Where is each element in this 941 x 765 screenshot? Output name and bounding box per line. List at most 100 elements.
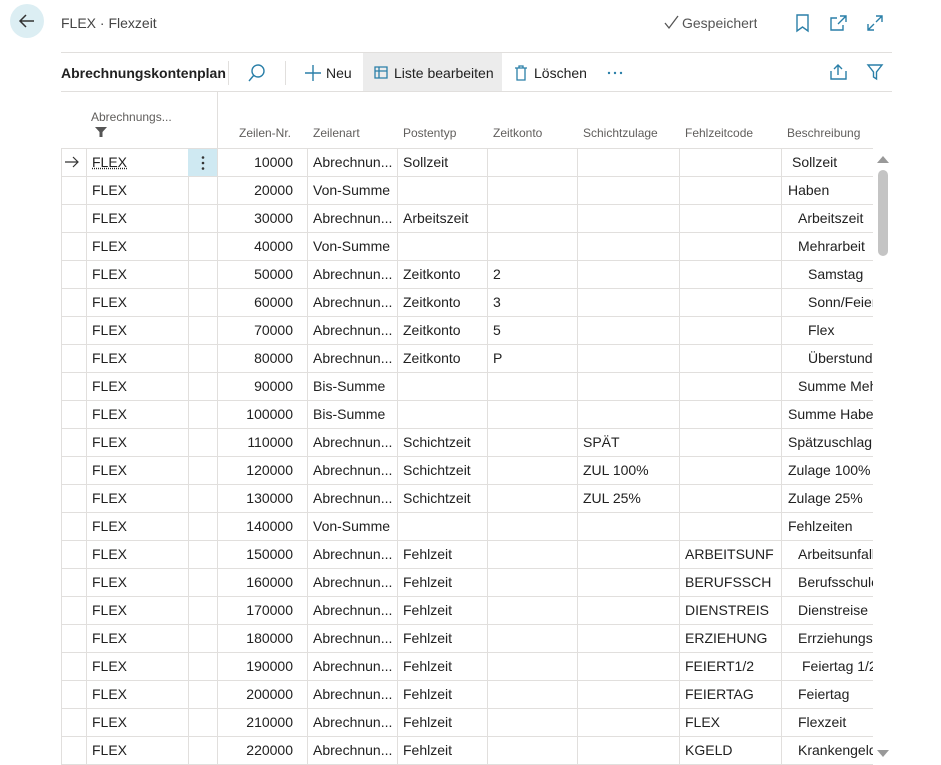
open-new-icon[interactable] (830, 15, 848, 31)
table-cell: 210000 (217, 708, 293, 736)
table-cell[interactable]: FLEX (92, 400, 186, 428)
table-cell[interactable]: FLEX (92, 568, 186, 596)
table-cell: Abrechnun... (313, 148, 395, 176)
table-cell: Summe Haben (788, 400, 873, 428)
grid-line (397, 372, 398, 400)
grid-line (307, 232, 308, 260)
table-cell[interactable]: FLEX (92, 344, 186, 372)
grid-line (188, 176, 189, 204)
table-cell: Fehlzeit (403, 736, 485, 764)
filter-icon[interactable] (867, 64, 883, 80)
grid-line (397, 512, 398, 540)
share-icon[interactable] (830, 64, 848, 80)
grid-line (679, 372, 680, 400)
table-cell: Arbeitszeit (798, 204, 873, 232)
grid-line (188, 456, 189, 484)
table-cell[interactable]: FLEX (92, 652, 186, 680)
grid-line (781, 484, 782, 512)
table-cell: 3 (493, 288, 575, 316)
action-edit-list[interactable]: Liste bearbeiten (394, 65, 494, 81)
table-cell: Abrechnun... (313, 708, 395, 736)
grid-line (679, 344, 680, 372)
grid-line (679, 148, 680, 176)
table-cell: Abrechnun... (313, 652, 395, 680)
table-cell: 10000 (217, 148, 293, 176)
grid-line (307, 652, 308, 680)
grid-line (61, 260, 62, 288)
table-cell: Haben (788, 176, 873, 204)
grid-line (397, 344, 398, 372)
table-cell[interactable]: FLEX (92, 176, 186, 204)
table-cell[interactable]: FLEX (92, 680, 186, 708)
grid-line (487, 260, 488, 288)
table-cell[interactable]: FLEX (92, 512, 186, 540)
table-cell: 140000 (217, 512, 293, 540)
grid-line (679, 456, 680, 484)
action-new[interactable]: Neu (326, 65, 352, 81)
table-cell[interactable]: FLEX (92, 204, 186, 232)
table-cell: BERUFSSCH (685, 568, 779, 596)
grid-line (577, 624, 578, 652)
grid-line (679, 708, 680, 736)
table-cell[interactable]: FLEX (92, 596, 186, 624)
table-cell[interactable]: FLEX (92, 624, 186, 652)
grid-line (86, 316, 87, 344)
scrollbar[interactable] (876, 152, 890, 402)
grid-line (577, 260, 578, 288)
table-cell[interactable]: FLEX (92, 316, 186, 344)
table-cell[interactable]: FLEX (92, 708, 186, 736)
table-cell: Dienstreise (798, 596, 873, 624)
grid-line (679, 540, 680, 568)
table-cell: Fehlzeit (403, 680, 485, 708)
column-header: Zeilenart (313, 126, 395, 140)
grid-line (487, 652, 488, 680)
table-cell[interactable]: FLEX (92, 736, 186, 764)
separator (285, 61, 286, 85)
grid-line (781, 204, 782, 232)
table-cell[interactable]: FLEX (92, 456, 186, 484)
plus-icon (305, 65, 321, 81)
grid-line (307, 596, 308, 624)
grid-line (781, 260, 782, 288)
more-icon[interactable] (607, 71, 623, 75)
grid-line (781, 316, 782, 344)
grid-line (61, 484, 62, 512)
table-cell[interactable]: FLEX (92, 484, 186, 512)
table-cell: FLEX (685, 708, 779, 736)
table-cell[interactable]: FLEX (92, 260, 186, 288)
grid-line (86, 512, 87, 540)
table-cell[interactable]: FLEX (92, 232, 186, 260)
action-delete[interactable]: Löschen (534, 65, 587, 81)
table-cell: Schichtzeit (403, 484, 485, 512)
grid-line (188, 288, 189, 316)
table-cell: Zeitkonto (403, 316, 485, 344)
table-cell[interactable]: FLEX (92, 288, 186, 316)
grid-line (577, 456, 578, 484)
grid-line (679, 596, 680, 624)
grid-line (188, 204, 189, 232)
grid-line (188, 260, 189, 288)
grid-line (781, 428, 782, 456)
expand-icon[interactable] (867, 15, 883, 31)
table-cell: 5 (493, 316, 575, 344)
grid-line (188, 596, 189, 624)
grid-line (487, 540, 488, 568)
scroll-down[interactable] (876, 748, 890, 758)
table-cell: SPÄT (583, 428, 677, 456)
table-cell: 2 (493, 260, 575, 288)
table-cell[interactable]: FLEX (92, 540, 186, 568)
grid-line (61, 316, 62, 344)
table-cell[interactable]: FLEX (92, 428, 186, 456)
table-cell[interactable]: FLEX (92, 148, 186, 176)
back-button[interactable] (10, 4, 44, 38)
bookmark-icon[interactable] (795, 14, 811, 32)
table-cell[interactable]: FLEX (92, 372, 186, 400)
table-cell: Abrechnun... (313, 344, 395, 372)
grid-line (397, 232, 398, 260)
grid-line (397, 680, 398, 708)
search-icon[interactable] (248, 64, 266, 82)
grid-line (577, 232, 578, 260)
row-menu[interactable] (188, 149, 217, 176)
table-cell: 180000 (217, 624, 293, 652)
grid-line (307, 568, 308, 596)
